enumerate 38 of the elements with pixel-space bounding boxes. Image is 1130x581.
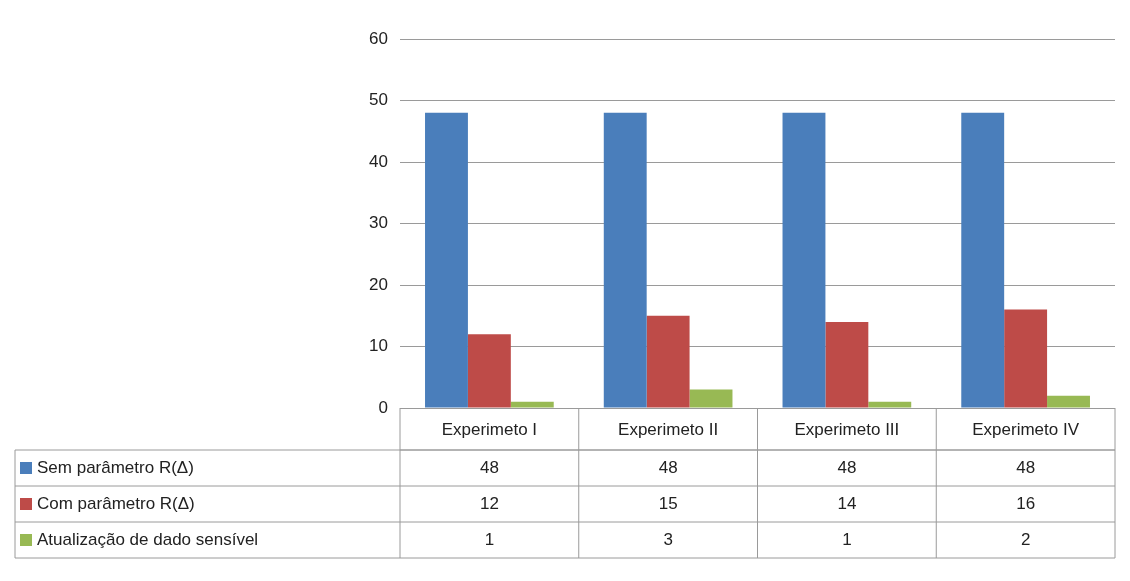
x-tick-label: Experimeto II [618,419,719,439]
bar [1047,395,1090,408]
data-label: 15 [658,493,678,513]
bar [689,389,733,408]
x-tick-label: Experimeto III [794,419,900,439]
y-tick-label: 10 [369,336,388,356]
bar [603,112,647,408]
y-tick-label: 30 [369,213,388,233]
x-tick-label: Experimeto I [441,419,538,439]
data-label: 1 [484,529,495,549]
x-tick-label: Experimeto IV [972,419,1080,439]
legend-label: Com parâmetro R(Δ) [37,493,195,513]
bar [868,401,912,408]
bar [510,401,554,408]
data-label: 16 [1016,493,1036,513]
legend-label: Atualização de dado sensível [37,529,259,549]
y-tick-label: 50 [369,90,388,110]
data-label: 48 [658,457,678,477]
data-label: 48 [837,457,857,477]
data-label: 48 [1016,457,1036,477]
legend-label: Sem parâmetro R(Δ) [37,457,194,477]
bar [782,112,826,408]
data-label: 2 [1020,529,1031,549]
data-label: 12 [479,493,499,513]
data-label: 48 [479,457,499,477]
data-label: 1 [842,529,852,549]
bar [961,112,1005,408]
y-tick-label: 40 [369,151,388,171]
data-label: 3 [663,529,673,549]
bar [646,315,690,408]
bar [467,334,511,408]
data-label: 14 [837,493,857,513]
bar [1004,309,1048,408]
bar [425,112,468,408]
y-tick-label: 60 [369,28,388,48]
y-tick-label: 0 [378,397,388,417]
y-tick-label: 20 [369,274,388,294]
bar [825,321,869,408]
